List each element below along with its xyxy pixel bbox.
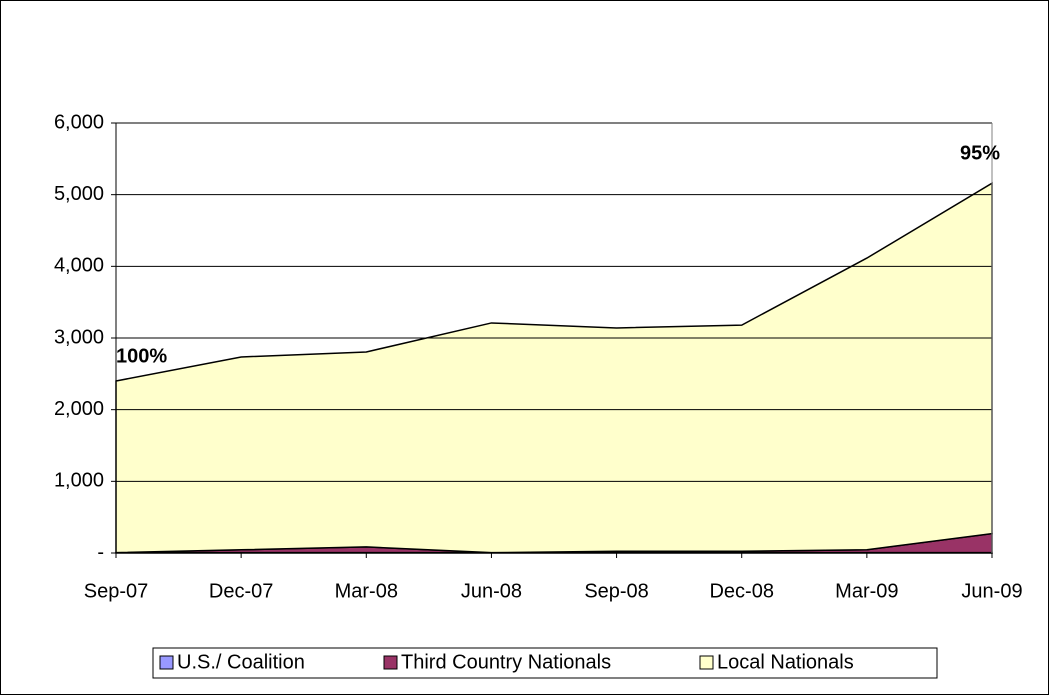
legend-box	[152, 647, 938, 679]
x-tick-label: Mar-08	[335, 580, 398, 602]
y-tick-label: -	[97, 541, 104, 563]
x-tick-label: Jun-08	[461, 580, 522, 602]
y-tick-label: 1,000	[54, 470, 104, 492]
legend-label: Third Country Nationals	[401, 651, 611, 673]
x-tick-label: Sep-08	[584, 580, 649, 602]
y-tick-label: 4,000	[54, 255, 104, 277]
legend-label: U.S./ Coalition	[177, 651, 305, 673]
y-tick-label: 2,000	[54, 398, 104, 420]
x-tick-label: Dec-07	[209, 580, 273, 602]
x-tick-label: Dec-08	[709, 580, 773, 602]
legend-swatch	[383, 655, 398, 670]
x-tick-label: Sep-07	[84, 580, 149, 602]
x-tick-label: Mar-09	[835, 580, 898, 602]
y-tick-label: 3,000	[54, 326, 104, 348]
legend-swatch	[699, 655, 714, 670]
annotation: 100%	[116, 345, 167, 367]
y-tick-label: 6,000	[54, 111, 104, 133]
legend-label: Local Nationals	[717, 651, 854, 673]
y-tick-label: 5,000	[54, 183, 104, 205]
annotation: 95%	[960, 142, 1000, 164]
legend-swatch	[159, 655, 174, 670]
x-tick-label: Jun-09	[961, 580, 1022, 602]
